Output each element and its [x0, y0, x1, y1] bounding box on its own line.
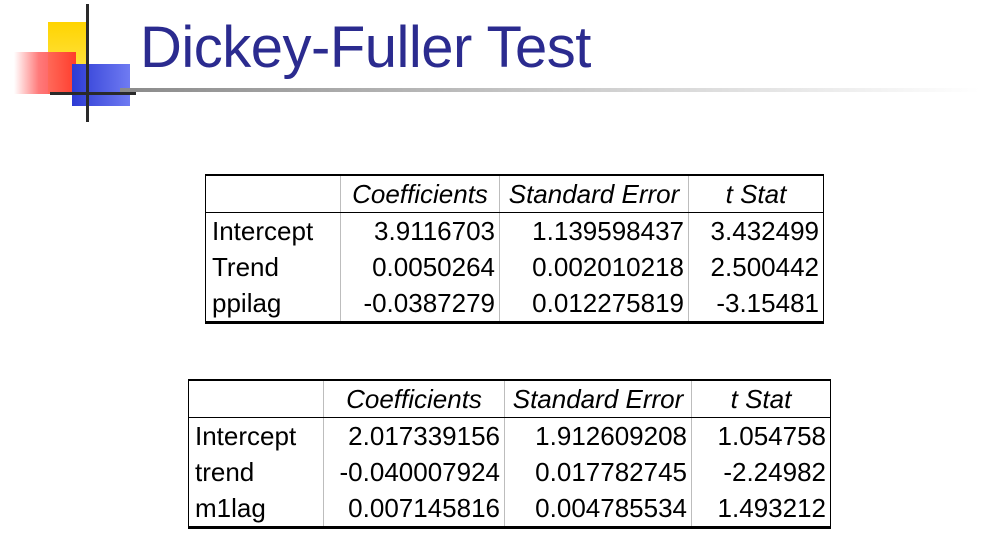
table-row: Intercept 3.9116703 1.139598437 3.432499 — [205, 212, 824, 249]
header-cell-standard-error: Standard Error — [504, 379, 692, 418]
std-error-cell: 0.002010218 — [499, 249, 689, 285]
logo-red-square — [14, 52, 76, 94]
logo-vertical-line — [86, 4, 89, 122]
table-header-row: Coefficients Standard Error t Stat — [188, 379, 831, 418]
std-error-cell: 1.139598437 — [499, 212, 689, 249]
table-row: Intercept 2.017339156 1.912609208 1.0547… — [188, 417, 831, 454]
std-error-cell: 0.017782745 — [504, 454, 692, 490]
regression-table-ppilag: Coefficients Standard Error t Stat Inter… — [205, 174, 824, 324]
row-label: Intercept — [188, 417, 324, 454]
header-cell-standard-error: Standard Error — [499, 174, 689, 213]
coefficient-cell: 0.0050264 — [340, 249, 500, 285]
slide-title: Dickey-Fuller Test — [140, 15, 591, 80]
row-label: ppilag — [205, 285, 341, 324]
header-cell-blank — [205, 174, 341, 213]
logo-horizontal-line — [50, 92, 136, 95]
coefficient-cell: 0.007145816 — [323, 490, 505, 529]
t-stat-cell: -2.24982 — [691, 454, 831, 490]
table-row: trend -0.040007924 0.017782745 -2.24982 — [188, 454, 831, 490]
t-stat-cell: 2.500442 — [688, 249, 824, 285]
header-cell-coefficients: Coefficients — [323, 379, 505, 418]
t-stat-cell: 1.493212 — [691, 490, 831, 529]
std-error-cell: 1.912609208 — [504, 417, 692, 454]
squares-logo-icon — [0, 0, 140, 130]
header-cell-t-stat: t Stat — [691, 379, 831, 418]
coefficient-cell: 2.017339156 — [323, 417, 505, 454]
t-stat-cell: 3.432499 — [688, 212, 824, 249]
title-underline — [120, 88, 980, 92]
regression-table-m1lag: Coefficients Standard Error t Stat Inter… — [188, 379, 831, 529]
row-label: Intercept — [205, 212, 341, 249]
std-error-cell: 0.012275819 — [499, 285, 689, 324]
t-stat-cell: -3.15481 — [688, 285, 824, 324]
table-row: Trend 0.0050264 0.002010218 2.500442 — [205, 249, 824, 285]
table-row: m1lag 0.007145816 0.004785534 1.493212 — [188, 490, 831, 529]
header-cell-blank — [188, 379, 324, 418]
row-label: trend — [188, 454, 324, 490]
coefficient-cell: 3.9116703 — [340, 212, 500, 249]
row-label: Trend — [205, 249, 341, 285]
header-cell-t-stat: t Stat — [688, 174, 824, 213]
table-header-row: Coefficients Standard Error t Stat — [205, 174, 824, 213]
std-error-cell: 0.004785534 — [504, 490, 692, 529]
coefficient-cell: -0.040007924 — [323, 454, 505, 490]
t-stat-cell: 1.054758 — [691, 417, 831, 454]
header-cell-coefficients: Coefficients — [340, 174, 500, 213]
row-label: m1lag — [188, 490, 324, 529]
table-row: ppilag -0.0387279 0.012275819 -3.15481 — [205, 285, 824, 324]
coefficient-cell: -0.0387279 — [340, 285, 500, 324]
logo-blue-square — [72, 64, 130, 106]
